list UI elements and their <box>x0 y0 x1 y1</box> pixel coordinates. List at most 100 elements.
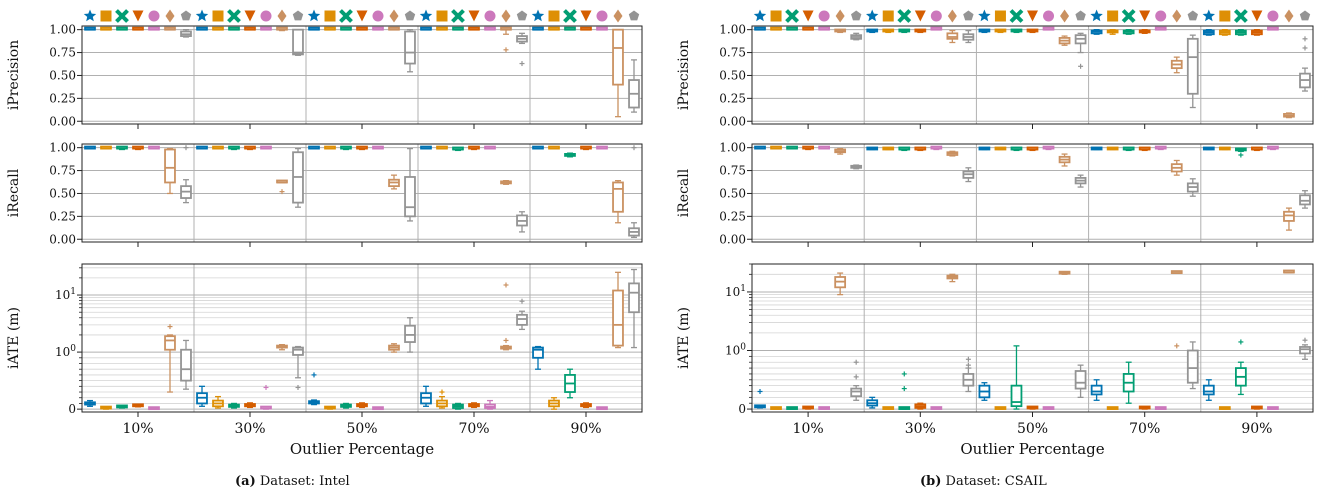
box <box>930 406 943 410</box>
box-body <box>628 282 640 314</box>
box <box>850 164 863 170</box>
y-tick-label: 0 <box>738 402 746 416</box>
flier <box>519 298 525 304</box>
panel-iprecision: 0.00 0.25 0.50 0.75 1.00 iPrecision <box>676 23 1314 129</box>
flier <box>853 374 859 380</box>
box <box>1042 26 1055 31</box>
box <box>1218 29 1231 36</box>
box <box>1042 406 1055 410</box>
box <box>436 145 448 150</box>
box <box>818 26 830 31</box>
box-body <box>532 346 544 359</box>
box <box>866 396 879 409</box>
y-tick-label: 1.00 <box>49 23 76 37</box>
x-tick-label: 90% <box>1241 421 1272 437</box>
y-axis-label: iRecall <box>6 168 22 217</box>
box <box>754 26 766 31</box>
flier <box>757 389 763 395</box>
box <box>612 179 624 224</box>
box <box>420 385 432 407</box>
box <box>452 146 464 152</box>
star-icon <box>978 9 991 22</box>
box <box>564 26 576 31</box>
box <box>754 145 766 150</box>
star-icon <box>531 9 545 22</box>
caption-b: (b) Dataset: CSAIL <box>920 474 1047 489</box>
box-body <box>164 335 176 351</box>
square-icon <box>1219 10 1231 22</box>
box <box>1010 345 1023 410</box>
box <box>914 402 927 410</box>
y-tick-label: 0.00 <box>49 232 76 246</box>
y-tick-label: 0.75 <box>49 46 76 60</box>
square-icon <box>212 10 224 22</box>
box <box>1299 36 1311 92</box>
box <box>164 147 176 195</box>
box <box>628 268 640 349</box>
box <box>1138 405 1151 410</box>
box <box>802 405 814 410</box>
box <box>914 146 927 152</box>
box <box>580 402 592 409</box>
box <box>802 145 814 151</box>
box <box>468 145 480 151</box>
x-stroke <box>563 9 577 23</box>
caption-b-text: Dataset: CSAIL <box>945 474 1047 489</box>
box-body <box>164 148 176 184</box>
diamond-icon <box>165 9 175 23</box>
box <box>404 29 416 73</box>
box-body <box>404 30 416 65</box>
box <box>84 145 96 150</box>
box <box>228 26 240 31</box>
y-tick-label: 0.25 <box>719 209 746 223</box>
box <box>436 389 448 409</box>
box <box>228 145 240 151</box>
box-body <box>292 346 304 356</box>
box <box>388 343 400 353</box>
box <box>754 389 766 409</box>
box <box>116 404 128 409</box>
box <box>786 26 798 31</box>
square-icon <box>1107 10 1119 22</box>
box <box>212 145 224 150</box>
diamond-icon <box>947 9 957 23</box>
box-body <box>612 289 624 347</box>
y-tick-label: 100 <box>725 343 746 358</box>
box <box>340 145 352 151</box>
box-body <box>404 324 416 343</box>
box <box>770 145 782 150</box>
box <box>132 145 144 151</box>
box <box>1058 153 1071 167</box>
box <box>994 406 1007 410</box>
x-stroke <box>1121 9 1136 23</box>
marker-row <box>753 9 1311 23</box>
box <box>946 29 959 44</box>
y-tick-label: 0 <box>68 402 76 416</box>
flier <box>1302 36 1308 42</box>
box <box>164 26 176 31</box>
flier <box>503 47 509 53</box>
box <box>324 26 336 31</box>
flier <box>1078 63 1084 69</box>
panel-frame <box>81 143 643 243</box>
box <box>850 32 863 41</box>
y-tick-label: 0.25 <box>49 91 76 105</box>
pentagon-icon <box>963 10 974 21</box>
box <box>324 405 336 410</box>
box <box>1122 146 1135 152</box>
box <box>260 384 272 410</box>
y-tick-label: 0.75 <box>49 164 76 178</box>
box <box>1251 29 1263 36</box>
box <box>1042 145 1055 151</box>
panel-irecall: 0.00 0.25 0.50 0.75 1.00 iRecall <box>6 141 643 247</box>
box <box>212 26 224 31</box>
box <box>276 179 288 195</box>
box <box>1122 29 1135 35</box>
box <box>628 145 640 239</box>
x-icon <box>1121 9 1136 23</box>
box <box>1106 146 1119 151</box>
box <box>100 405 112 410</box>
box <box>1186 178 1199 197</box>
box <box>1074 364 1087 399</box>
y-tick-label: 0.00 <box>719 114 746 128</box>
